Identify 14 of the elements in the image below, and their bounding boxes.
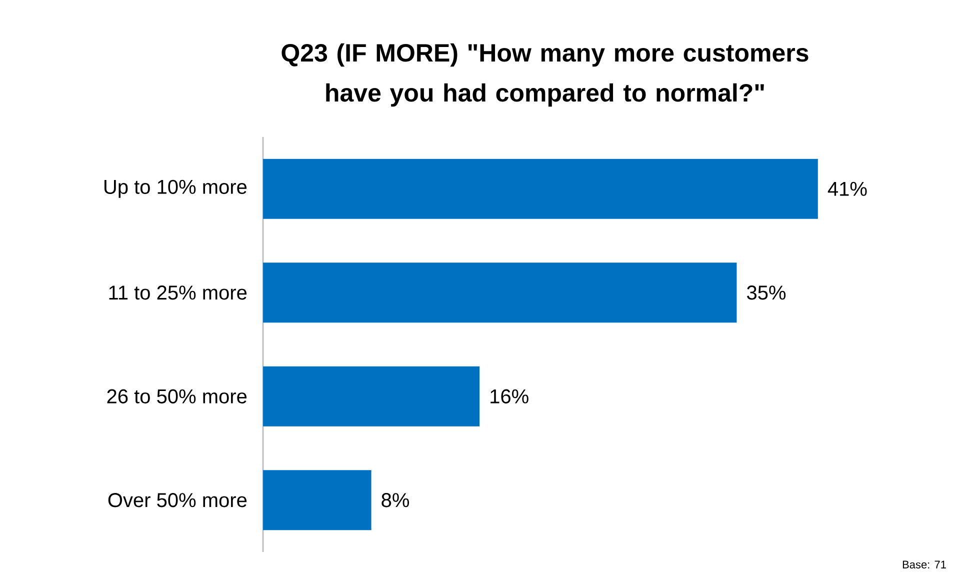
y-tick-label: 11 to 25% more (109, 286, 247, 300)
data-label: 8% (382, 493, 409, 508)
y-tick-label: 26 to 50% more (107, 389, 247, 404)
y-tick-label: Over 50% more (108, 493, 247, 508)
bar (263, 262, 737, 323)
data-label: 16% (490, 389, 528, 404)
bar (263, 470, 372, 530)
data-label: 35% (747, 286, 786, 300)
bar (263, 158, 818, 219)
data-label: 41% (828, 182, 867, 196)
y-tick-label: Up to 10% more (104, 180, 247, 198)
bar (263, 366, 480, 426)
chart-title: Q23 (IF MORE) "How many more customers have you had compared to normal?" (282, 43, 808, 107)
text: Base: 71 (902, 560, 946, 568)
